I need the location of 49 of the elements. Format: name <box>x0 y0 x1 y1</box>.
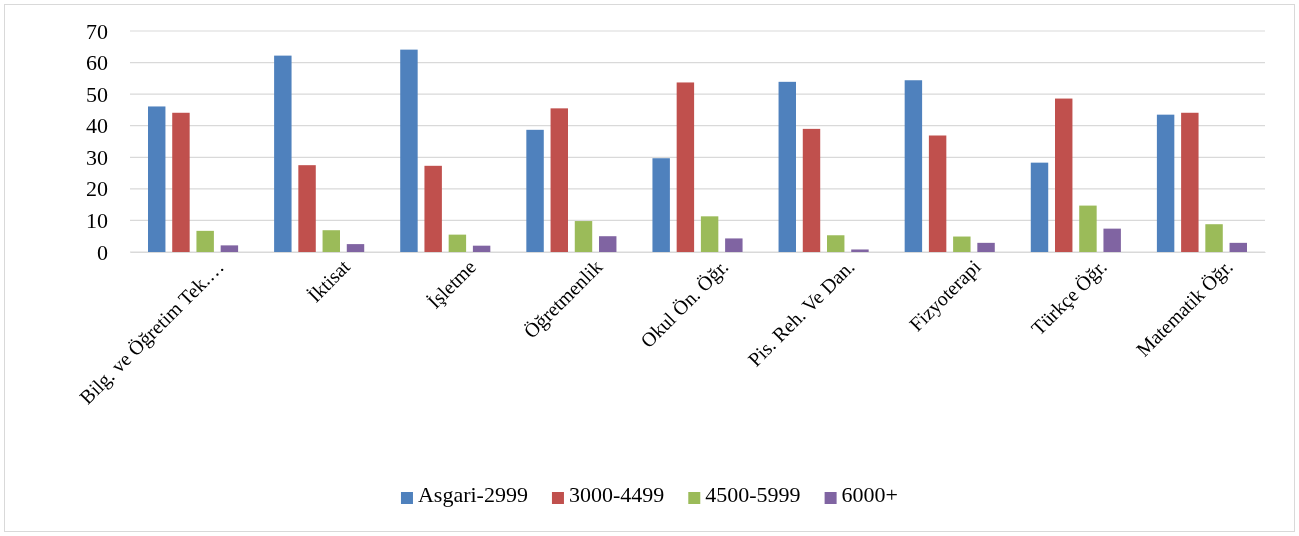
legend-label: 4500-5999 <box>705 482 801 507</box>
y-tick-label: 50 <box>86 81 108 107</box>
bar <box>322 230 340 252</box>
bar <box>298 165 316 252</box>
bar <box>977 242 995 252</box>
bar <box>700 216 719 252</box>
y-tick-label: 10 <box>86 207 108 233</box>
bar <box>274 55 292 252</box>
bar <box>1079 205 1097 252</box>
bar <box>851 249 869 252</box>
bar <box>472 245 491 252</box>
bar <box>1156 114 1175 252</box>
bar <box>778 81 796 252</box>
y-tick-label: 0 <box>97 239 108 265</box>
bar <box>526 129 544 252</box>
bar <box>196 230 214 252</box>
y-tick-label: 30 <box>86 144 108 170</box>
y-tick-label: 60 <box>86 50 108 76</box>
y-tick-label: 70 <box>86 18 108 44</box>
bar <box>346 244 365 252</box>
bar <box>400 49 418 252</box>
bar <box>448 234 467 252</box>
bar <box>1055 98 1073 252</box>
bar <box>652 158 670 252</box>
bar <box>550 108 568 252</box>
bar <box>1181 112 1199 252</box>
bar <box>424 165 442 252</box>
bar <box>172 112 190 252</box>
bar <box>1030 162 1049 252</box>
bar <box>802 128 821 252</box>
legend-label: Asgari-2999 <box>417 482 528 507</box>
bar <box>676 82 695 252</box>
bar <box>725 238 743 252</box>
bar <box>1205 224 1223 252</box>
bar <box>904 80 923 252</box>
y-tick-label: 20 <box>86 176 108 202</box>
bar <box>220 245 239 252</box>
bar <box>953 236 971 252</box>
bar <box>928 135 947 252</box>
legend-label: 3000-4499 <box>568 482 665 507</box>
bar <box>1103 228 1121 252</box>
bar <box>1229 242 1247 252</box>
legend-label: 6000+ <box>841 482 899 507</box>
bar <box>599 236 617 252</box>
bar <box>827 235 845 252</box>
bar <box>574 221 593 252</box>
x-tick-label: Pis. Reh. Ve Dan. <box>743 255 859 371</box>
bar <box>148 106 166 252</box>
y-tick-label: 40 <box>86 113 108 139</box>
